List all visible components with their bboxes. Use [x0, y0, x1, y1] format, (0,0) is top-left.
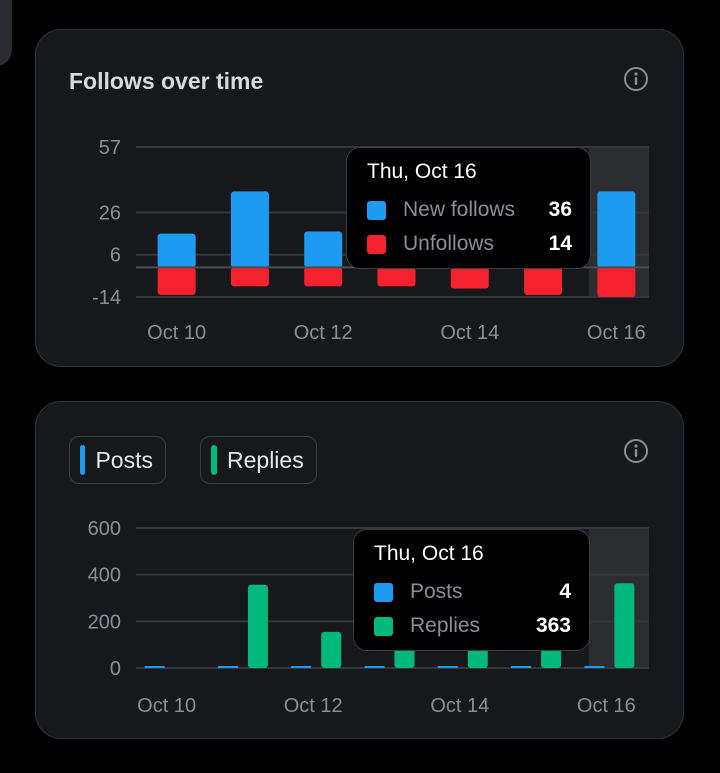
unfollows-bar [230, 267, 269, 287]
unfollows-bar [157, 267, 196, 295]
x-tick-label: Oct 10 [147, 322, 206, 344]
follows-card: Follows over time 57 26 6 -14 Oct 10 Oct 12 Oc… [35, 29, 684, 367]
activity-chart: 600 400 200 0 Oct 10 Oct 12 Oct 14 Oct 16 [88, 518, 649, 717]
follows-card-title: Follows over time [69, 68, 264, 94]
replies-bar [541, 647, 562, 668]
posts-bar [364, 666, 385, 668]
replies-bar [614, 583, 635, 668]
y-tick-label: 26 [99, 202, 121, 224]
unfollows-bar [304, 267, 343, 287]
activity-card: Posts Replies 600 400 200 0 Oct 10 Oct 12 Oct … [35, 401, 684, 739]
y-tick-label: 200 [88, 611, 121, 633]
x-tick-label: Oct 16 [577, 695, 636, 717]
new-follows-bar [304, 231, 343, 268]
tooltip-row-new-follows: New follows 36 [367, 193, 572, 227]
x-tick-label: Oct 12 [284, 695, 343, 717]
new-follows-bar [230, 191, 269, 268]
legend-toggle-replies[interactable]: Replies [200, 436, 317, 484]
replies-legend-swatch [211, 445, 217, 475]
y-tick-label: 600 [88, 518, 121, 540]
y-tick-label: 400 [88, 565, 121, 587]
info-icon[interactable] [623, 66, 649, 92]
legend-label-replies: Replies [227, 446, 304, 473]
info-icon[interactable] [623, 438, 649, 464]
tooltip-label: Replies [410, 614, 481, 637]
activity-tooltip: Thu, Oct 16 Posts 4 Replies 363 [353, 529, 590, 651]
replies-bar [247, 584, 268, 668]
unfollows-bar [377, 267, 416, 287]
x-tick-label: Oct 12 [294, 322, 353, 344]
x-tick-label: Oct 14 [440, 322, 499, 344]
posts-swatch [374, 582, 393, 602]
tooltip-date: Thu, Oct 16 [367, 160, 477, 183]
y-tick-label: 57 [99, 137, 121, 159]
tooltip-value: 36 [548, 198, 572, 221]
tooltip-row-posts: Posts 4 [374, 575, 571, 609]
x-tick-label: Oct 16 [587, 322, 646, 344]
tooltip-label: New follows [403, 198, 516, 221]
tooltip-row-unfollows: Unfollows 14 [367, 227, 572, 261]
y-tick-label: -14 [92, 287, 121, 309]
tooltip-label: Unfollows [403, 232, 495, 255]
y-tick-label: 6 [110, 245, 121, 267]
follows-tooltip: Thu, Oct 16 New follows 36 Unfollows 14 [346, 147, 591, 269]
replies-bar [321, 631, 342, 668]
y-tick-label: 0 [110, 658, 121, 680]
posts-bar [291, 666, 312, 668]
x-tick-label: Oct 14 [430, 695, 489, 717]
tooltip-value: 4 [559, 580, 571, 603]
posts-bar [584, 666, 605, 668]
tooltip-date: Thu, Oct 16 [374, 542, 484, 565]
posts-bar [217, 666, 238, 668]
new-follows-swatch [367, 200, 386, 220]
replies-swatch [374, 616, 393, 636]
unfollows-bar [450, 267, 489, 289]
previous-card-edge [0, 0, 12, 66]
tooltip-label: Posts [410, 580, 463, 603]
tooltip-value: 14 [548, 232, 572, 255]
tooltip-value: 363 [535, 614, 571, 637]
x-tick-label: Oct 10 [137, 695, 196, 717]
unfollows-bar [524, 267, 563, 295]
posts-bar [144, 666, 165, 668]
unfollows-bar [597, 267, 636, 297]
posts-bar [437, 666, 458, 668]
new-follows-bar [597, 191, 636, 268]
new-follows-bar [157, 233, 196, 268]
posts-bar [511, 666, 532, 668]
legend-label-posts: Posts [95, 446, 153, 473]
legend-toggle-posts[interactable]: Posts [69, 436, 166, 484]
replies-bar [394, 645, 415, 668]
tooltip-row-replies: Replies 363 [374, 609, 571, 643]
unfollows-swatch [367, 234, 386, 254]
posts-legend-swatch [80, 445, 86, 475]
